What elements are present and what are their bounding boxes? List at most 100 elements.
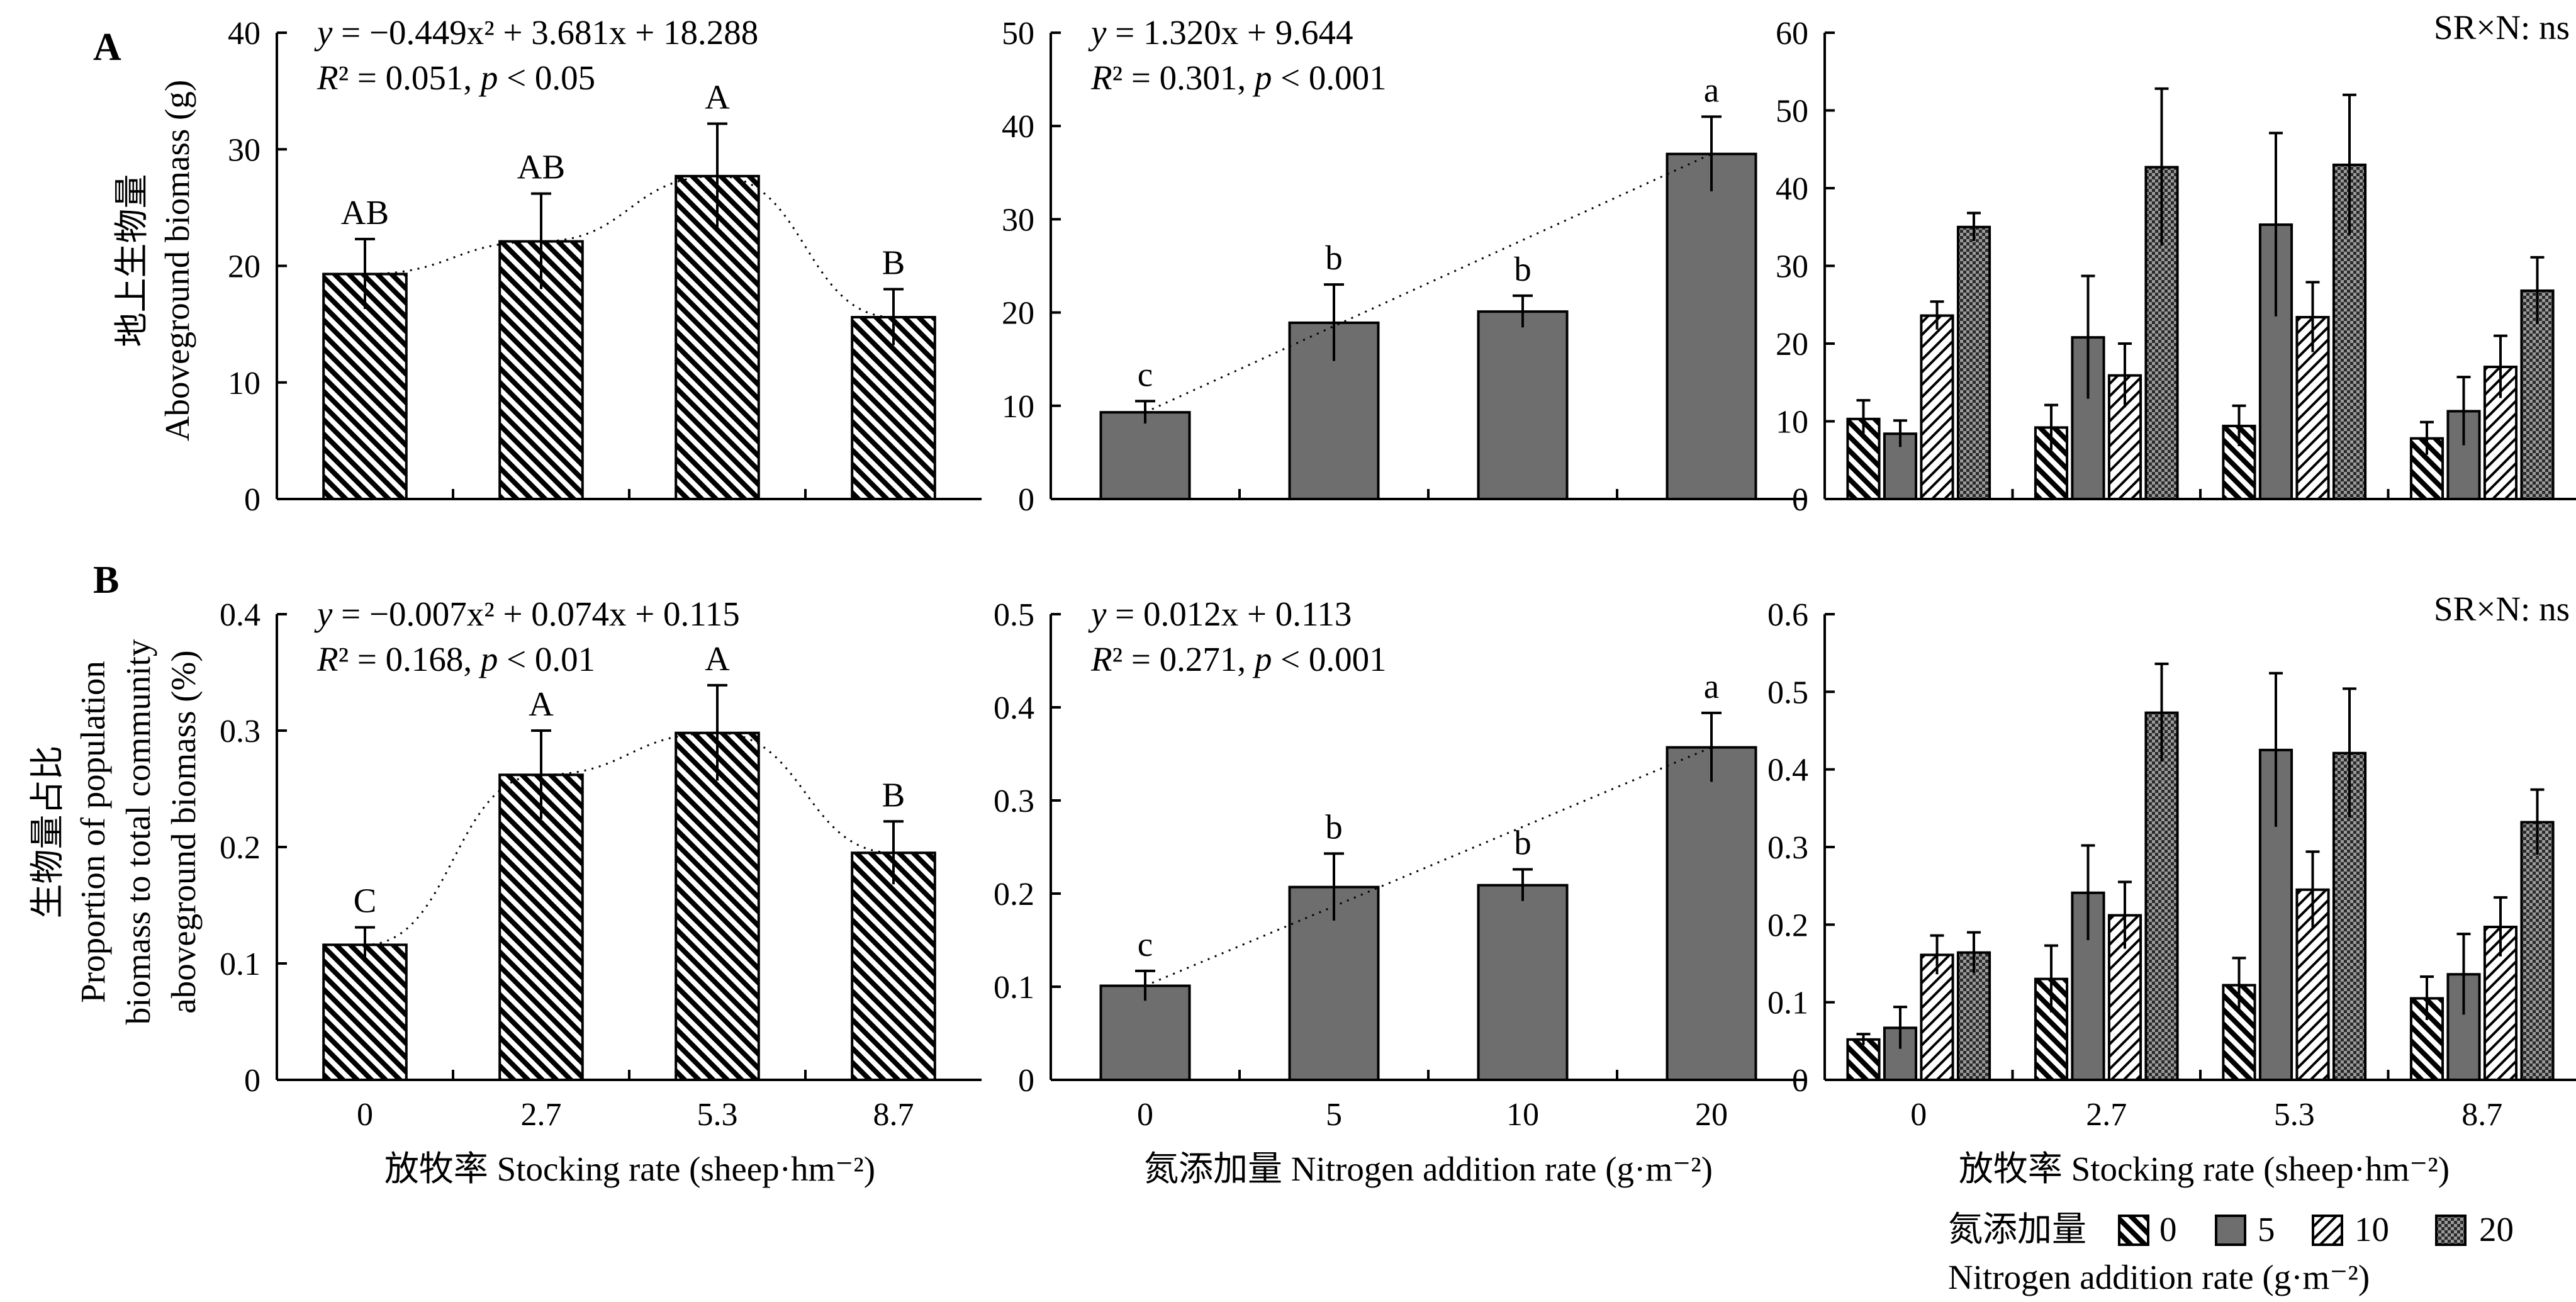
y-tick-label: 0.1	[220, 946, 260, 982]
ylabel-a-cn: 地上生物量	[113, 174, 151, 347]
legend-swatch-20	[2435, 1215, 2467, 1246]
ylabel-b-group: 生物量占比 Proportion of population biomass t…	[28, 639, 203, 1024]
y-tick-label: 0.4	[1767, 753, 1808, 788]
xlabel-left: 放牧率 Stocking rate (sheep·hm⁻²)	[384, 1150, 875, 1188]
y-tick-label: 20	[1776, 327, 1808, 362]
y-tick-label: 0.3	[1767, 830, 1808, 866]
bar	[675, 731, 760, 1081]
y-tick-label: 0	[1792, 1063, 1808, 1099]
regression-stats: R² = 0.051, p < 0.05	[316, 59, 595, 97]
significance-letter: b	[1514, 250, 1532, 288]
y-tick-label: 60	[1776, 16, 1808, 52]
trend-line	[364, 732, 894, 946]
bar	[1477, 310, 1569, 500]
y-tick-label: 20	[1002, 296, 1034, 332]
y-tick-label: 0.4	[994, 690, 1034, 726]
legend-label-20: 20	[2479, 1210, 2514, 1249]
trend-line	[1145, 153, 1712, 413]
y-tick-label: 0.6	[1767, 597, 1808, 633]
y-tick-label: 0	[244, 1063, 260, 1099]
y-tick-label: 0	[1018, 1063, 1034, 1099]
y-tick-label: 0	[1018, 482, 1034, 518]
legend-title-cn: 氮添加量	[1948, 1210, 2086, 1249]
bar-series-20	[1956, 225, 1991, 500]
y-tick-label: 0.1	[1767, 985, 1808, 1021]
significance-letter: c	[1138, 925, 1153, 963]
legend: 氮添加量 0 5 10 20 Nitrogen addition rate (g…	[1948, 1210, 2514, 1296]
y-tick-label: 30	[1776, 249, 1808, 285]
y-tick-label: 10	[1002, 389, 1034, 425]
significance-letter: b	[1325, 807, 1343, 846]
legend-swatch-0	[2118, 1215, 2149, 1246]
y-tick-label: 50	[1776, 94, 1808, 130]
x-tick-label: 8.7	[2461, 1097, 2502, 1133]
x-tick-label: 20	[1695, 1097, 1728, 1133]
significance-letter: C	[354, 882, 377, 920]
x-tick-label: 5.3	[697, 1097, 738, 1133]
ylabel-a-en: Aboveground biomass (g)	[158, 80, 196, 441]
y-tick-label: 0.5	[1767, 675, 1808, 710]
panel-letter-a: A	[93, 26, 121, 69]
xlabel-right: 放牧率 Stocking rate (sheep·hm⁻²)	[1959, 1150, 2450, 1188]
y-tick-label: 0	[244, 482, 260, 518]
x-tick-label: 5.3	[2274, 1097, 2315, 1133]
y-tick-label: 0.2	[994, 877, 1034, 912]
bar	[1666, 152, 1757, 501]
interaction-annotation: SR×N: ns	[2434, 590, 2570, 628]
regression-equation: y = −0.007x² + 0.074x + 0.115	[314, 595, 740, 633]
x-tick-label: 2.7	[2086, 1097, 2127, 1133]
significance-letter: B	[882, 775, 905, 814]
significance-letter: b	[1325, 239, 1343, 277]
y-tick-label: 0.1	[994, 970, 1034, 1006]
significance-letter: b	[1514, 824, 1532, 862]
legend-label-10: 10	[2355, 1210, 2389, 1249]
y-tick-label: 50	[1002, 16, 1034, 52]
significance-letter: AB	[517, 148, 565, 186]
bar-series-10	[2295, 888, 2330, 1082]
panel-b-middle: 0 0.1 0.2 0.3 0.4 0.5 0 5 10 20 c b b a y = 0.012x + 0…	[994, 595, 1806, 1133]
bar-series-20	[2144, 711, 2179, 1081]
y-tick-label: 30	[1002, 202, 1034, 238]
legend-swatch-10	[2312, 1215, 2343, 1246]
y-tick-label: 0.4	[220, 597, 260, 633]
x-tick-label: 10	[1506, 1097, 1539, 1133]
bar	[851, 316, 936, 500]
regression-stats: R² = 0.301, p < 0.001	[1090, 59, 1387, 97]
bar	[1099, 411, 1191, 501]
legend-label-5: 5	[2258, 1210, 2275, 1249]
bar-series-20	[2520, 821, 2555, 1081]
significance-letter: a	[1704, 70, 1719, 109]
xlabel-middle: 氮添加量 Nitrogen addition rate (g·m⁻²)	[1144, 1150, 1713, 1188]
regression-equation: y = −0.449x² + 3.681x + 18.288	[314, 13, 758, 52]
y-tick-label: 0.3	[994, 783, 1034, 819]
panel-b-right: 0 0.1 0.2 0.3 0.4 0.5 0.6 0 2.7 5.3 8.7 SR×N: ns	[1767, 590, 2576, 1133]
significance-letter: AB	[341, 193, 389, 232]
panel-b-left: 0 0.1 0.2 0.3 0.4 0 2.7 5.3 8.7 C A A By = −0.007x² …	[220, 595, 982, 1133]
x-tick-label: 0	[1910, 1097, 1927, 1133]
y-tick-label: 30	[228, 132, 260, 168]
regression-stats: R² = 0.271, p < 0.001	[1090, 640, 1387, 678]
bar-series-5	[1883, 432, 1918, 501]
y-tick-label: 40	[228, 16, 260, 52]
bar-series-20	[2144, 166, 2179, 500]
interaction-annotation: SR×N: ns	[2434, 8, 2570, 47]
legend-title-en: Nitrogen addition rate (g·m⁻²)	[1948, 1258, 2370, 1296]
regression-equation: y = 1.320x + 9.644	[1088, 13, 1353, 52]
y-tick-label: 40	[1002, 109, 1034, 145]
panel-a-middle: 0 10 20 30 40 50 c b b a y = 1.320x + 9.644 R² = 0.…	[1002, 13, 1806, 518]
bar	[1666, 746, 1757, 1081]
bar	[322, 943, 408, 1082]
bar	[498, 773, 584, 1082]
panel-letter-b: B	[93, 559, 119, 602]
significance-letter: a	[1704, 667, 1719, 705]
significance-letter: A	[705, 77, 730, 116]
bar	[851, 851, 936, 1081]
y-tick-label: 0.5	[994, 597, 1034, 633]
bar-series-10	[1920, 314, 1954, 500]
regression-equation: y = 0.012x + 0.113	[1088, 595, 1352, 633]
ylabel-b-en2: biomass to total community	[119, 639, 157, 1024]
y-tick-label: 0.2	[220, 830, 260, 866]
bar-series-0	[2034, 977, 2069, 1081]
